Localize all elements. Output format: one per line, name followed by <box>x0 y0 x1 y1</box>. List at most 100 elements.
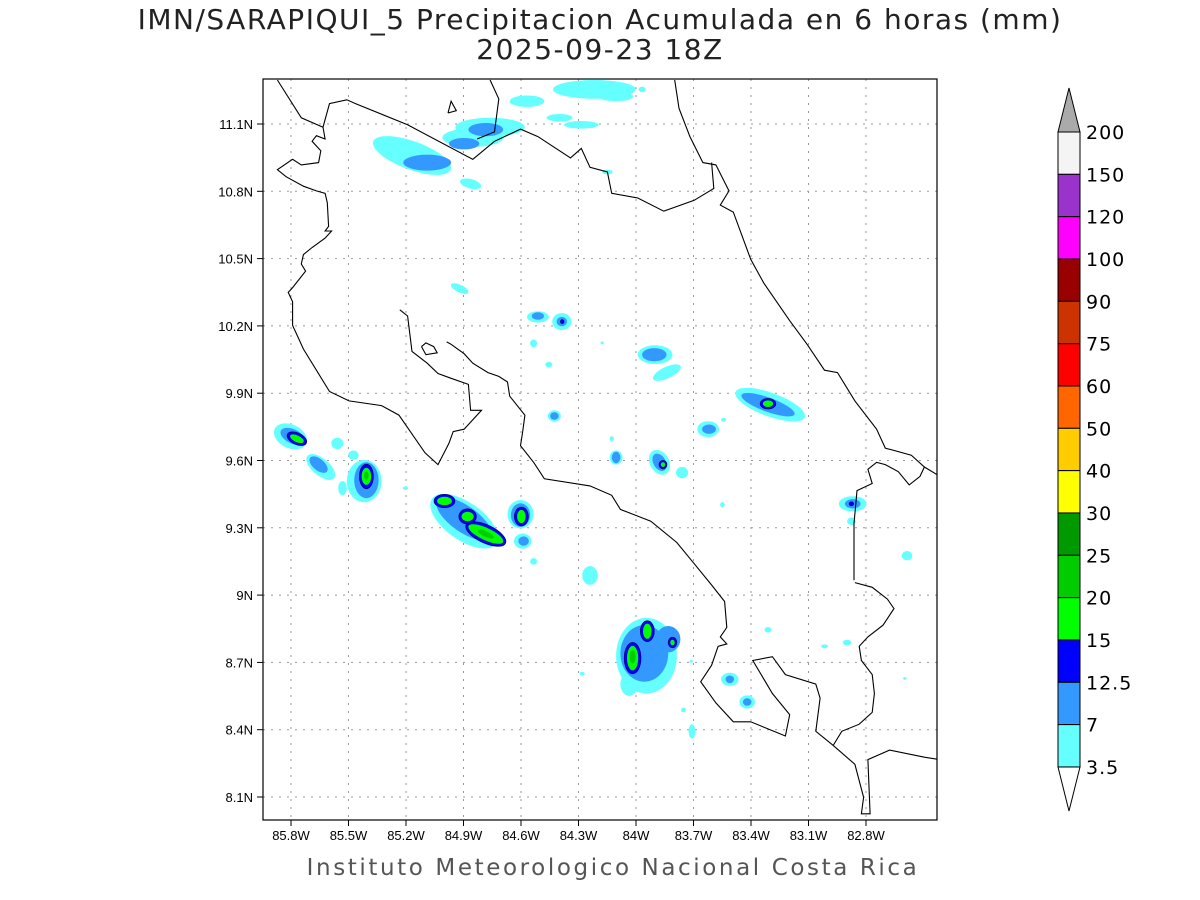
lon-tick-label: 83.1W <box>790 828 828 843</box>
precip-cell <box>600 341 604 345</box>
precip-cell <box>402 486 409 491</box>
lat-tick-label: 10.5N <box>218 252 253 267</box>
precip-cell <box>437 496 452 506</box>
colorbar-segment <box>1057 639 1081 683</box>
precip-cell <box>638 86 646 93</box>
coastline <box>476 79 500 140</box>
colorbar-segment <box>1057 131 1081 175</box>
colorbar-segment <box>1057 385 1081 429</box>
precip-cell <box>611 451 621 464</box>
colorbar-segment <box>1057 343 1081 387</box>
map-frame <box>262 78 938 821</box>
precip-cell <box>848 501 855 507</box>
coastline <box>446 341 937 815</box>
lat-tick-label: 8.7N <box>226 655 253 670</box>
lon-tick-label: 84.9W <box>445 828 483 843</box>
precip-cell <box>642 348 667 362</box>
precip-cell <box>725 675 735 684</box>
coastline <box>421 342 439 356</box>
colorbar-label: 60 <box>1086 376 1112 398</box>
precip-cell <box>764 627 772 633</box>
lon-tick-label: 84.6W <box>502 828 540 843</box>
precip-cell <box>530 558 538 565</box>
lat-tick-label: 9.6N <box>226 454 253 469</box>
lat-tick-label: 9.9N <box>226 386 253 401</box>
coastlines <box>276 79 937 815</box>
colorbar-segment <box>1057 216 1081 260</box>
precip-cell <box>509 95 545 107</box>
map-title: IMN/SARAPIQUI_5 Precipitacion Acumulada … <box>137 3 1063 36</box>
lon-tick-label: 83.7W <box>675 828 713 843</box>
precip-cell <box>681 707 686 713</box>
precip-cell <box>629 650 636 664</box>
colorbar-label: 20 <box>1086 588 1112 610</box>
precip-cell <box>720 501 725 508</box>
precip-cell <box>448 138 480 150</box>
lon-tick-label: 85.2W <box>387 828 425 843</box>
colorbar-label: 7 <box>1086 715 1099 737</box>
colorbar-segment <box>1057 724 1081 768</box>
precip-cell <box>676 466 689 479</box>
precip-cell <box>530 339 538 348</box>
colorbar-segment <box>1057 258 1081 302</box>
precip-cell <box>560 319 565 324</box>
colorbar-label: 75 <box>1086 334 1112 356</box>
map-valid-time: 2025-09-23 18Z <box>476 33 724 66</box>
precip-cell <box>689 660 693 663</box>
precip-cell <box>518 536 529 546</box>
precip-cell <box>290 434 304 444</box>
colorbar-label: 150 <box>1086 164 1125 186</box>
precip-cell <box>546 114 573 122</box>
precip-cell <box>403 154 452 171</box>
precip-cell <box>468 123 504 137</box>
precip-cell <box>721 417 727 422</box>
precip-cell <box>461 511 474 522</box>
precip-cell <box>372 136 452 175</box>
colorbar-segment <box>1057 470 1081 514</box>
precip-cell <box>656 626 681 653</box>
colorbar-label: 30 <box>1086 503 1112 525</box>
lat-tick-label: 8.4N <box>226 723 253 738</box>
colorbar-segment <box>1057 427 1081 472</box>
colorbar-segment <box>1057 512 1081 556</box>
lon-tick-label: 83.4W <box>732 828 770 843</box>
lat-tick-label: 10.8N <box>218 184 253 199</box>
precip-cell <box>660 462 666 467</box>
colorbar-segment <box>1057 597 1081 641</box>
precip-cell <box>901 551 913 561</box>
coastline <box>853 461 925 581</box>
colorbar-label: 12.5 <box>1086 672 1132 694</box>
footer-credit: Instituto Meteorologico Nacional Costa R… <box>306 855 920 881</box>
precip-cell <box>702 424 716 434</box>
precip-cell <box>348 450 359 460</box>
precip-cell <box>460 178 482 190</box>
colorbar-segment <box>1057 681 1081 726</box>
coastline <box>276 127 483 466</box>
precip-cell <box>531 312 545 320</box>
precip-cell <box>762 400 774 408</box>
precipitation-contours <box>273 80 913 739</box>
lon-tick-label: 85.5W <box>330 828 368 843</box>
precip-cell <box>364 471 369 480</box>
precip-cell <box>598 91 634 102</box>
colorbar-label: 200 <box>1086 122 1125 144</box>
precip-cell <box>903 677 907 680</box>
lat-tick-label: 9.3N <box>226 521 253 536</box>
precip-cell <box>309 456 328 473</box>
colorbar-segment <box>1057 173 1081 218</box>
lat-tick-label: 8.1N <box>226 790 253 805</box>
precip-cell <box>609 436 614 442</box>
coastline <box>832 582 895 746</box>
colorbar-label: 25 <box>1086 545 1112 567</box>
precip-cell <box>450 283 469 294</box>
colorbar-label: 3.5 <box>1086 757 1119 779</box>
colorbar-over-triangle <box>1057 87 1081 133</box>
precip-cell <box>842 639 852 646</box>
lon-tick-label: 82.8W <box>847 828 885 843</box>
grid-lines <box>263 79 937 820</box>
precip-cell <box>545 361 553 368</box>
colorbar-label: 90 <box>1086 291 1112 313</box>
precip-cell <box>670 639 675 646</box>
precip-cell <box>688 724 696 739</box>
